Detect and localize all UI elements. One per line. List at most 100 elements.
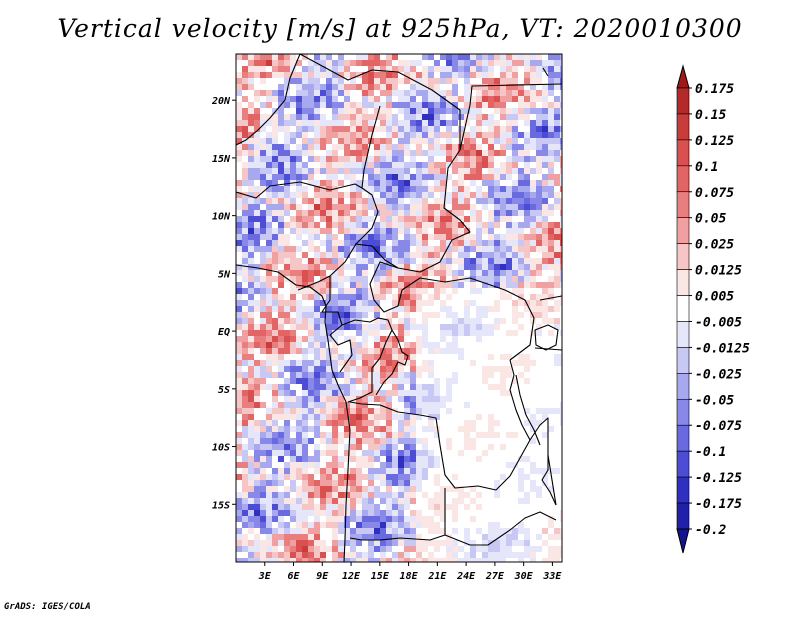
field-cell xyxy=(314,534,320,540)
field-cell xyxy=(464,240,470,246)
colorbar-segment xyxy=(676,87,690,115)
field-cell xyxy=(332,558,338,562)
field-cell xyxy=(242,378,248,384)
field-cell xyxy=(506,540,512,546)
field-cell xyxy=(470,162,476,168)
field-cell xyxy=(464,324,470,330)
field-cell xyxy=(236,438,242,444)
field-cell xyxy=(464,174,470,180)
field-cell xyxy=(308,426,314,432)
field-cell xyxy=(452,72,458,78)
field-cell xyxy=(554,180,560,186)
field-cell xyxy=(362,198,368,204)
field-cell xyxy=(302,252,308,258)
field-cell xyxy=(386,126,392,132)
field-cell xyxy=(284,348,290,354)
field-cell xyxy=(368,384,374,390)
field-cell xyxy=(254,342,260,348)
field-cell xyxy=(416,84,422,90)
field-cell xyxy=(308,324,314,330)
field-cell xyxy=(446,540,452,546)
field-cell xyxy=(368,72,374,78)
field-cell xyxy=(254,444,260,450)
field-cell xyxy=(302,216,308,222)
field-cell xyxy=(332,144,338,150)
field-cell xyxy=(368,78,374,84)
field-cell xyxy=(308,66,314,72)
field-cell xyxy=(476,120,482,126)
field-cell xyxy=(350,348,356,354)
field-cell xyxy=(464,222,470,228)
field-cell xyxy=(476,432,482,438)
field-cell xyxy=(488,258,494,264)
field-cell xyxy=(530,90,536,96)
field-cell xyxy=(302,138,308,144)
field-cell xyxy=(314,528,320,534)
field-cell xyxy=(512,120,518,126)
field-cell xyxy=(404,234,410,240)
field-cell xyxy=(380,252,386,258)
field-cell xyxy=(494,126,500,132)
field-cell xyxy=(434,60,440,66)
field-cell xyxy=(422,120,428,126)
field-cell xyxy=(518,276,524,282)
field-cell xyxy=(548,228,554,234)
field-cell xyxy=(446,444,452,450)
field-cell xyxy=(356,372,362,378)
field-cell xyxy=(446,198,452,204)
field-cell xyxy=(272,468,278,474)
field-cell xyxy=(332,210,338,216)
field-cell xyxy=(362,492,368,498)
field-cell xyxy=(302,432,308,438)
field-cell xyxy=(374,102,380,108)
field-cell xyxy=(296,360,302,366)
field-cell xyxy=(416,480,422,486)
field-cell xyxy=(254,378,260,384)
field-cell xyxy=(350,474,356,480)
field-cell xyxy=(338,462,344,468)
field-cell xyxy=(524,192,530,198)
field-cell xyxy=(302,402,308,408)
field-cell xyxy=(446,282,452,288)
field-cell xyxy=(296,444,302,450)
border xyxy=(341,317,393,403)
field-cell xyxy=(290,246,296,252)
field-cell xyxy=(536,264,542,270)
field-cell xyxy=(536,282,542,288)
field-cell xyxy=(308,510,314,516)
field-cell xyxy=(314,486,320,492)
field-cell xyxy=(434,264,440,270)
field-cell xyxy=(350,204,356,210)
field-cell xyxy=(404,480,410,486)
field-cell xyxy=(464,132,470,138)
field-cell xyxy=(386,234,392,240)
field-cell xyxy=(278,354,284,360)
field-cell xyxy=(368,246,374,252)
field-cell xyxy=(524,54,530,60)
field-cell xyxy=(314,138,320,144)
field-cell xyxy=(410,510,416,516)
field-cell xyxy=(482,366,488,372)
field-cell xyxy=(542,210,548,216)
field-cell xyxy=(332,252,338,258)
field-cell xyxy=(452,234,458,240)
field-cell xyxy=(530,270,536,276)
field-cell xyxy=(416,252,422,258)
field-cell xyxy=(380,162,386,168)
field-cell xyxy=(260,180,266,186)
field-cell xyxy=(428,102,434,108)
field-cell xyxy=(404,540,410,546)
field-cell xyxy=(428,54,434,60)
field-cell xyxy=(500,534,506,540)
field-cell xyxy=(476,330,482,336)
field-cell xyxy=(326,546,332,552)
field-cell xyxy=(338,264,344,270)
field-cell xyxy=(392,126,398,132)
field-cell xyxy=(314,432,320,438)
field-cell xyxy=(542,318,548,324)
field-cell xyxy=(260,222,266,228)
field-cell xyxy=(530,132,536,138)
field-cell xyxy=(278,330,284,336)
field-cell xyxy=(500,288,506,294)
field-cell xyxy=(278,474,284,480)
